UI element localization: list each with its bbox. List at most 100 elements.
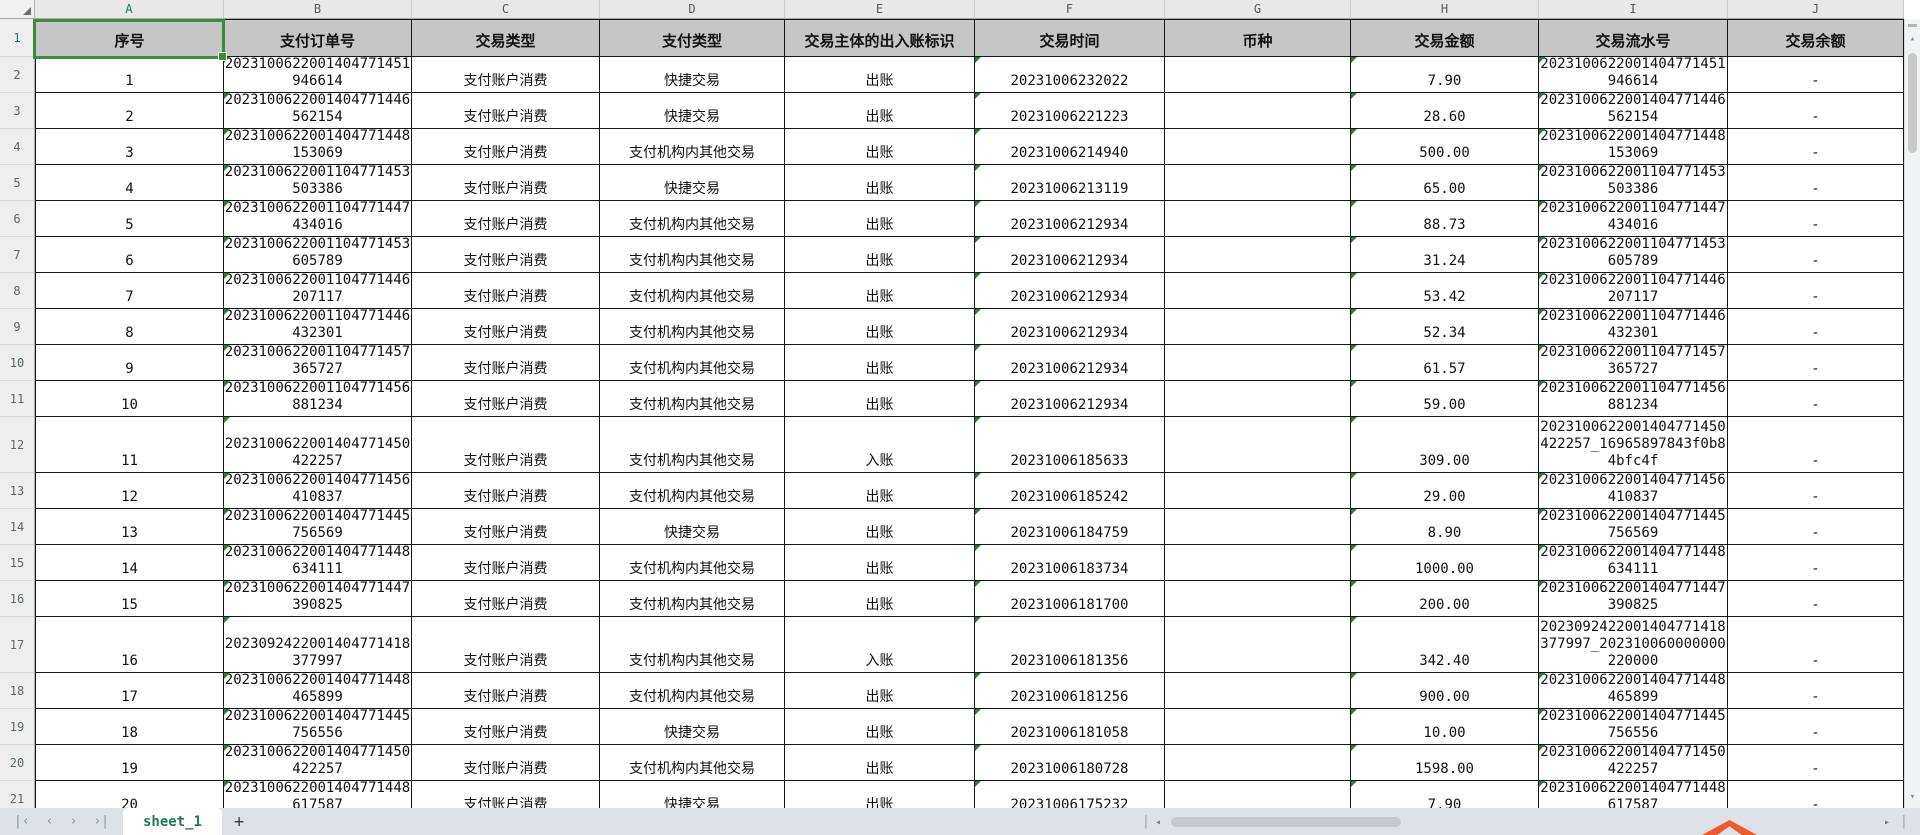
cell-pay_type[interactable]: 支付机构内其他交易	[600, 745, 785, 781]
cell-flow_flag[interactable]: 出账	[785, 273, 975, 309]
cell-order_no[interactable]: 2023100622001404771445756556	[224, 709, 412, 745]
cell-seq[interactable]: 3	[35, 129, 224, 165]
row-number[interactable]: 15	[0, 545, 35, 581]
cell-pay_type[interactable]: 快捷交易	[600, 781, 785, 808]
cell-time[interactable]: 20231006180728	[975, 745, 1165, 781]
cell-flow_flag[interactable]: 出账	[785, 545, 975, 581]
cell-amount[interactable]: 61.57	[1351, 345, 1539, 381]
cell-time[interactable]: 20231006183734	[975, 545, 1165, 581]
cell-seq[interactable]: 16	[35, 617, 224, 673]
cell-time[interactable]: 20231006181256	[975, 673, 1165, 709]
cell-txn_type[interactable]: 支付账户消费	[412, 345, 600, 381]
row-number[interactable]: 21	[0, 781, 35, 808]
cell-currency[interactable]	[1165, 545, 1351, 581]
cell-currency[interactable]	[1165, 57, 1351, 93]
cell-time[interactable]: 20231006181356	[975, 617, 1165, 673]
cell-balance[interactable]: -	[1728, 93, 1904, 129]
cell-flow_no[interactable]: 2023092422001404771418377997_20231006000…	[1539, 617, 1728, 673]
column-letter-I[interactable]: I	[1539, 0, 1728, 18]
cell-amount[interactable]: 31.24	[1351, 237, 1539, 273]
cell-balance[interactable]: -	[1728, 381, 1904, 417]
cell-txn_type[interactable]: 支付账户消费	[412, 781, 600, 808]
cell-order_no[interactable]: 2023100622001404771448153069	[224, 129, 412, 165]
cell-order_no[interactable]: 2023100622001404771450422257	[224, 745, 412, 781]
cell-currency[interactable]	[1165, 237, 1351, 273]
split-handle-icon[interactable]	[1908, 24, 1917, 27]
cell-time[interactable]: 20231006212934	[975, 345, 1165, 381]
column-letter-A[interactable]: A	[35, 0, 224, 18]
cell-order_no[interactable]: 2023092422001404771418377997	[224, 617, 412, 673]
cell-order_no[interactable]: 2023100622001404771447390825	[224, 581, 412, 617]
cell-pay_type[interactable]: 快捷交易	[600, 165, 785, 201]
column-letter-F[interactable]: F	[975, 0, 1165, 18]
cell-time[interactable]: 20231006181058	[975, 709, 1165, 745]
column-letter-D[interactable]: D	[600, 0, 785, 18]
cell-flow_flag[interactable]: 入账	[785, 617, 975, 673]
cell-txn_type[interactable]: 支付账户消费	[412, 57, 600, 93]
cell-currency[interactable]	[1165, 581, 1351, 617]
cell-flow_flag[interactable]: 出账	[785, 165, 975, 201]
cell-balance[interactable]: -	[1728, 57, 1904, 93]
row-number[interactable]: 17	[0, 617, 35, 673]
row-number[interactable]: 16	[0, 581, 35, 617]
cell-flow_no[interactable]: 2023100622001404771446562154	[1539, 93, 1728, 129]
row-number[interactable]: 7	[0, 237, 35, 273]
row-number[interactable]: 13	[0, 473, 35, 509]
cell-amount[interactable]: 53.42	[1351, 273, 1539, 309]
cell-time[interactable]: 20231006184759	[975, 509, 1165, 545]
cell-seq[interactable]: 4	[35, 165, 224, 201]
cell-order_no[interactable]: 2023100622001404771450422257	[224, 417, 412, 473]
cell-time[interactable]: 20231006214940	[975, 129, 1165, 165]
column-letter-E[interactable]: E	[785, 0, 975, 18]
cell-flow_flag[interactable]: 出账	[785, 473, 975, 509]
sheet-tab-active[interactable]: sheet_1	[122, 808, 222, 835]
cell-time[interactable]: 20231006181700	[975, 581, 1165, 617]
cell-amount[interactable]: 1598.00	[1351, 745, 1539, 781]
horizontal-scroll-thumb[interactable]	[1171, 817, 1401, 827]
cell-flow_flag[interactable]: 出账	[785, 201, 975, 237]
cell-currency[interactable]	[1165, 309, 1351, 345]
last-sheet-icon[interactable]: ›|	[93, 814, 109, 829]
row-number[interactable]: 8	[0, 273, 35, 309]
cell-pay_type[interactable]: 支付机构内其他交易	[600, 273, 785, 309]
first-sheet-icon[interactable]: |‹	[14, 814, 30, 829]
cell-seq[interactable]: 7	[35, 273, 224, 309]
cell-seq[interactable]: 13	[35, 509, 224, 545]
column-header[interactable]: 交易时间	[975, 19, 1165, 57]
cell-balance[interactable]: -	[1728, 545, 1904, 581]
cell-amount[interactable]: 7.90	[1351, 57, 1539, 93]
cell-amount[interactable]: 8.90	[1351, 509, 1539, 545]
cell-seq[interactable]: 10	[35, 381, 224, 417]
cell-amount[interactable]: 342.40	[1351, 617, 1539, 673]
cell-time[interactable]: 20231006232022	[975, 57, 1165, 93]
row-number[interactable]: 6	[0, 201, 35, 237]
cell-flow_no[interactable]: 2023100622001404771448153069	[1539, 129, 1728, 165]
cell-seq[interactable]: 5	[35, 201, 224, 237]
cell-time[interactable]: 20231006175232	[975, 781, 1165, 808]
column-letter-G[interactable]: G	[1165, 0, 1351, 18]
column-letter-C[interactable]: C	[412, 0, 600, 18]
cell-flow_flag[interactable]: 入账	[785, 417, 975, 473]
cell-pay_type[interactable]: 支付机构内其他交易	[600, 545, 785, 581]
cell-balance[interactable]: -	[1728, 781, 1904, 808]
cell-pay_type[interactable]: 支付机构内其他交易	[600, 673, 785, 709]
cell-order_no[interactable]: 2023100622001104771456881234	[224, 381, 412, 417]
cell-flow_flag[interactable]: 出账	[785, 345, 975, 381]
cell-time[interactable]: 20231006185242	[975, 473, 1165, 509]
cell-flow_flag[interactable]: 出账	[785, 93, 975, 129]
cell-amount[interactable]: 28.60	[1351, 93, 1539, 129]
cell-flow_flag[interactable]: 出账	[785, 709, 975, 745]
cell-flow_flag[interactable]: 出账	[785, 309, 975, 345]
row-number[interactable]: 18	[0, 673, 35, 709]
cell-order_no[interactable]: 2023100622001404771448465899	[224, 673, 412, 709]
cell-time[interactable]: 20231006221223	[975, 93, 1165, 129]
cell-flow_flag[interactable]: 出账	[785, 673, 975, 709]
column-header[interactable]: 交易类型	[412, 19, 600, 57]
tab-scroll-divider[interactable]: |	[1142, 814, 1150, 829]
cell-flow_no[interactable]: 2023100622001404771445756556	[1539, 709, 1728, 745]
scrollbar-end-divider[interactable]: |	[1900, 814, 1908, 829]
row-number[interactable]: 20	[0, 745, 35, 781]
cell-order_no[interactable]: 2023100622001104771453605789	[224, 237, 412, 273]
cell-order_no[interactable]: 2023100622001404771448617587	[224, 781, 412, 808]
cell-order_no[interactable]: 2023100622001104771447434016	[224, 201, 412, 237]
